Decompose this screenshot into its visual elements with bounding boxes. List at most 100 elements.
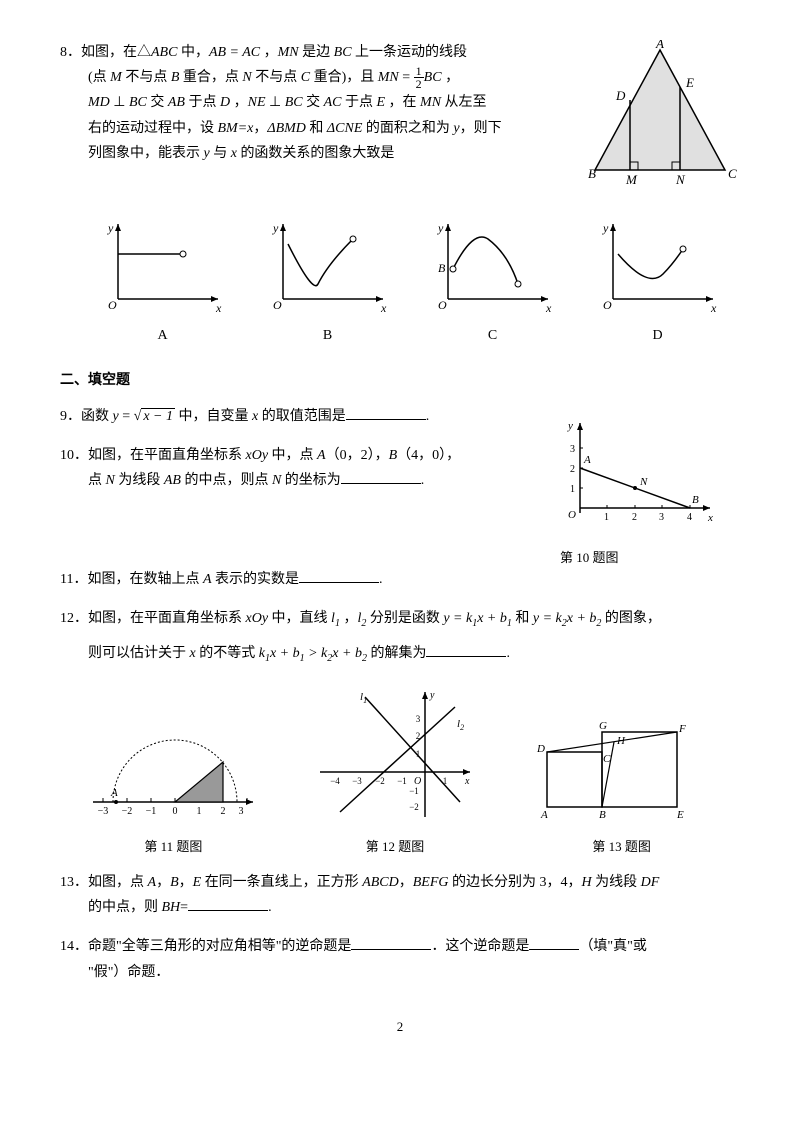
svg-text:−1: −1 bbox=[397, 776, 407, 786]
section-2-title: 二、填空题 bbox=[60, 368, 740, 393]
svg-text:D: D bbox=[615, 88, 626, 103]
choice-label: C bbox=[428, 323, 558, 348]
q-number: 10． bbox=[60, 448, 88, 463]
choice-a: Oxy A bbox=[98, 214, 228, 348]
svg-text:B: B bbox=[599, 809, 606, 821]
text: 函数 bbox=[81, 409, 113, 424]
text: E bbox=[193, 875, 202, 890]
svg-text:y: y bbox=[567, 420, 573, 432]
text: E bbox=[376, 95, 385, 110]
svg-text:2: 2 bbox=[221, 806, 226, 817]
text: AB bbox=[168, 95, 185, 110]
svg-text:F: F bbox=[678, 723, 686, 735]
text: 中，点 bbox=[268, 448, 317, 463]
svg-text:y: y bbox=[437, 221, 444, 235]
svg-text:1: 1 bbox=[197, 806, 202, 817]
text: ， bbox=[340, 611, 358, 626]
text: 于点 bbox=[185, 95, 220, 110]
text: ⊥ bbox=[266, 95, 285, 110]
choice-label: D bbox=[593, 323, 723, 348]
svg-text:1: 1 bbox=[443, 776, 448, 786]
text: = bbox=[180, 900, 188, 915]
text: ， bbox=[399, 875, 413, 890]
text: ．这个逆命题是 bbox=[431, 939, 529, 954]
svg-text:2: 2 bbox=[570, 464, 575, 475]
svg-text:−3: −3 bbox=[98, 806, 109, 817]
text: ， bbox=[260, 45, 278, 60]
text: 的不等式 bbox=[196, 646, 259, 661]
blank bbox=[351, 935, 431, 950]
text: （0，2）， bbox=[326, 448, 389, 463]
svg-text:y: y bbox=[602, 221, 609, 235]
text: 的中点，则点 bbox=[181, 473, 272, 488]
choice-d: Oxy D bbox=[593, 214, 723, 348]
svg-text:C: C bbox=[728, 166, 737, 181]
text: AB = AC bbox=[209, 45, 260, 60]
choice-c: B Ox y C bbox=[428, 214, 558, 348]
svg-text:y: y bbox=[107, 221, 114, 235]
text: 的中点，则 bbox=[88, 900, 162, 915]
text: 中， bbox=[177, 45, 209, 60]
text: BM=x bbox=[218, 121, 254, 136]
text: 的坐标为 bbox=[281, 473, 341, 488]
text: xOy bbox=[246, 448, 269, 463]
svg-text:l2: l2 bbox=[457, 718, 464, 732]
svg-text:G: G bbox=[599, 720, 607, 732]
text: 和 bbox=[512, 611, 533, 626]
svg-text:O: O bbox=[568, 509, 576, 521]
svg-text:A: A bbox=[655, 40, 664, 51]
svg-text:x: x bbox=[710, 301, 717, 314]
question-11: 11．如图，在数轴上点 A 表示的实数是. bbox=[60, 567, 740, 592]
text: 中，直线 bbox=[268, 611, 331, 626]
svg-text:1: 1 bbox=[570, 484, 575, 495]
text: (点 bbox=[88, 70, 110, 85]
text: D bbox=[220, 95, 230, 110]
text: ， bbox=[253, 121, 267, 136]
text: H bbox=[582, 875, 592, 890]
text: 是边 bbox=[299, 45, 334, 60]
text: ΔBMD bbox=[267, 121, 306, 136]
svg-text:−3: −3 bbox=[352, 776, 362, 786]
blank bbox=[346, 405, 426, 420]
svg-text:0: 0 bbox=[173, 806, 178, 817]
svg-text:M: M bbox=[625, 172, 638, 187]
text: k1x + b1 > k2x + b2 bbox=[259, 646, 367, 661]
blank bbox=[341, 469, 421, 484]
svg-text:3: 3 bbox=[239, 806, 244, 817]
svg-text:N: N bbox=[675, 172, 686, 187]
svg-text:B: B bbox=[438, 261, 446, 275]
text: 则可以估计关于 bbox=[88, 646, 190, 661]
svg-text:x: x bbox=[380, 301, 387, 314]
svg-text:3: 3 bbox=[659, 512, 664, 523]
text: 不与点 bbox=[122, 70, 171, 85]
text: A bbox=[203, 572, 212, 587]
text: y = k1x + b1 bbox=[443, 611, 512, 626]
q8-choices: Oxy A Ox y B B Ox y C Ox y D bbox=[60, 214, 740, 348]
text: BEFG bbox=[413, 875, 449, 890]
text: ABCD bbox=[362, 875, 399, 890]
text: 从左至 bbox=[441, 95, 487, 110]
text: MD bbox=[88, 95, 110, 110]
text: MN bbox=[378, 70, 399, 85]
text: ， bbox=[179, 875, 193, 890]
svg-text:−1: −1 bbox=[409, 786, 419, 796]
text: ABC bbox=[151, 45, 177, 60]
svg-text:O: O bbox=[438, 298, 447, 312]
question-8: A B C D E M N 8．如图，在△ABC 中，AB = AC ，MN 是… bbox=[60, 40, 740, 200]
text: 的函数关系的图象大致是 bbox=[237, 146, 395, 161]
question-10: O x y A N B 1 2 3 4 1 2 3 第 10 题图 10．如图，… bbox=[60, 443, 740, 553]
blank bbox=[426, 642, 506, 657]
text: 如图，点 bbox=[88, 875, 148, 890]
svg-text:3: 3 bbox=[570, 444, 575, 455]
text: 如图，在数轴上点 bbox=[87, 572, 203, 587]
svg-text:C: C bbox=[603, 753, 611, 765]
text: 如图，在平面直角坐标系 bbox=[88, 611, 246, 626]
text: 列图象中，能表示 bbox=[88, 146, 204, 161]
text: A bbox=[148, 875, 157, 890]
svg-text:O: O bbox=[273, 298, 282, 312]
svg-text:x: x bbox=[545, 301, 552, 314]
fig-caption: 第 13 题图 bbox=[527, 835, 717, 858]
text: 交 bbox=[303, 95, 324, 110]
svg-text:4: 4 bbox=[687, 512, 692, 523]
text: A bbox=[317, 448, 326, 463]
